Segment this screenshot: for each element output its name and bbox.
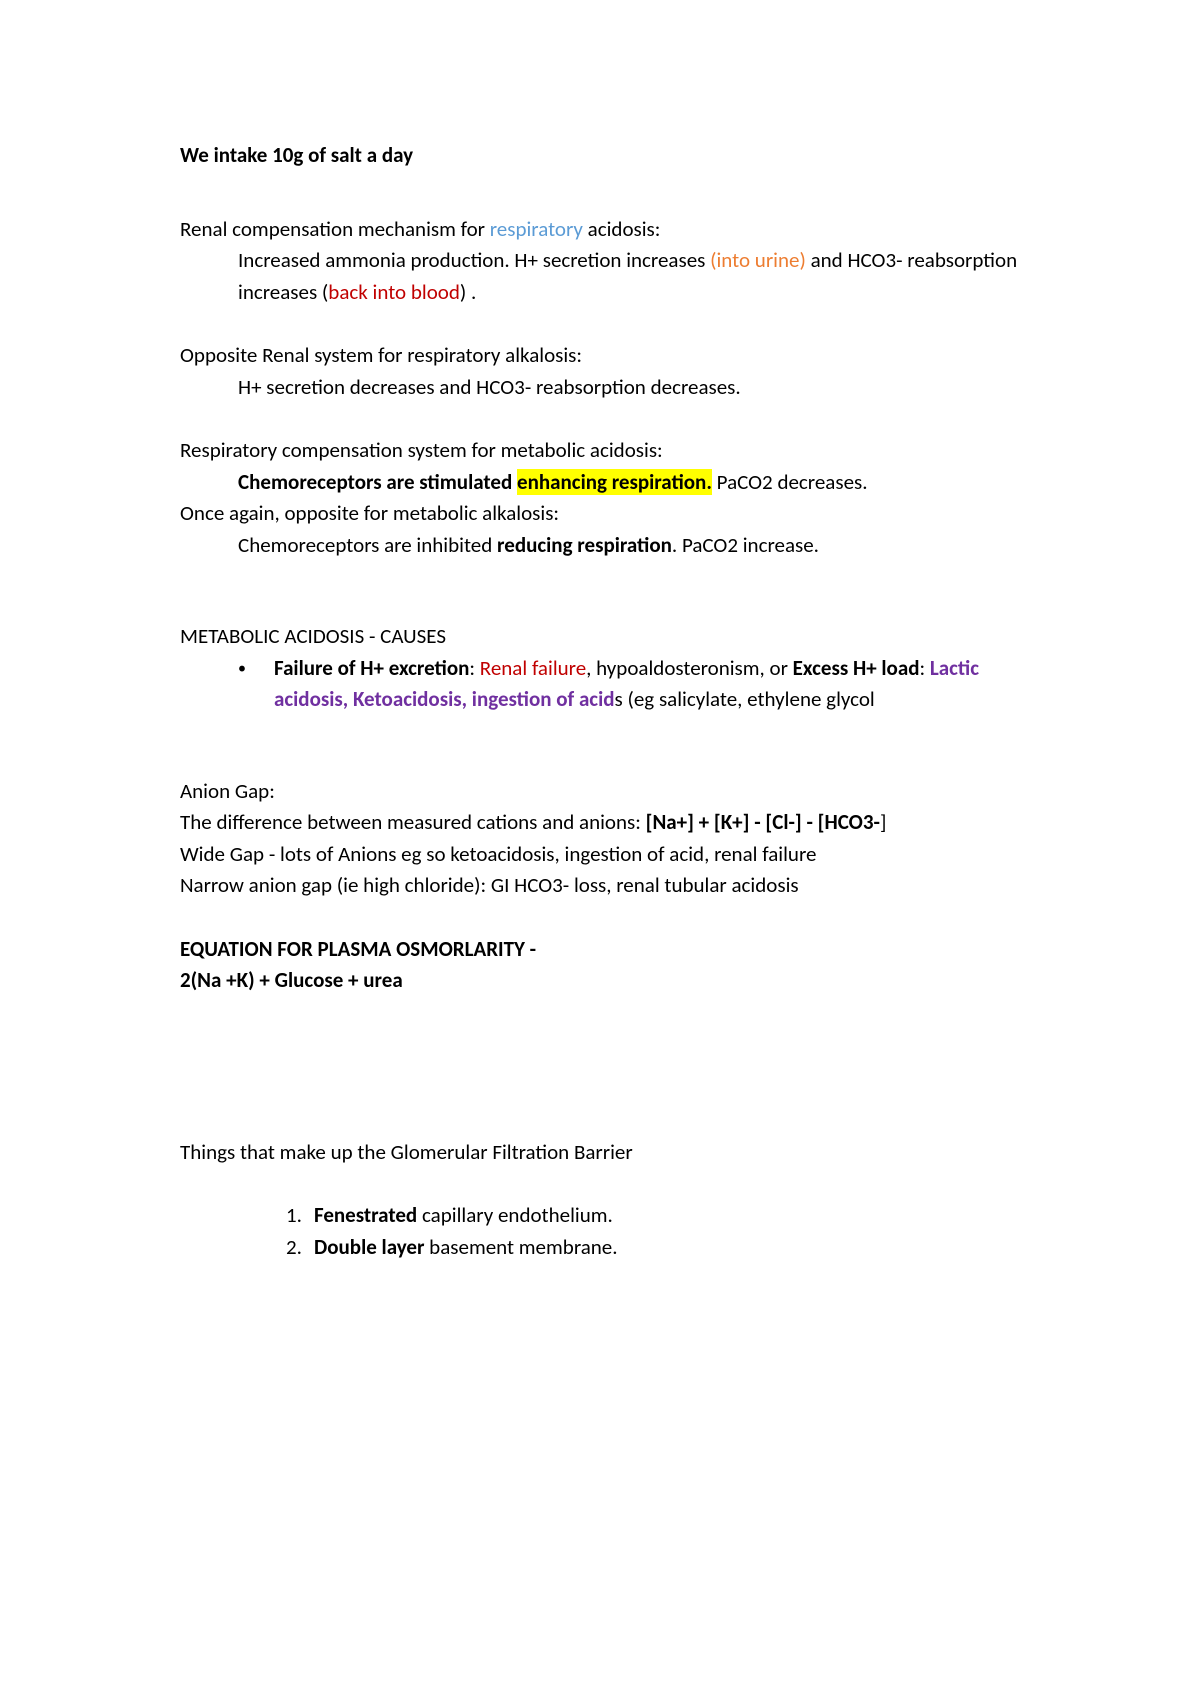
paragraph-indent: Increased ammonia production. H+ secreti… — [180, 245, 1020, 308]
paragraph: Things that make up the Glomerular Filtr… — [180, 1137, 1020, 1169]
paragraph-indent: Chemoreceptors are stimulated enhancing … — [180, 467, 1020, 499]
spacer — [180, 997, 1020, 1137]
text: Increased ammonia production. H+ secreti… — [238, 247, 710, 273]
text: 1. — [286, 1202, 302, 1228]
text: 2(Na +K) + Glucose + urea — [180, 967, 403, 993]
text: s (eg salicylate, ethylene glycol — [615, 686, 875, 712]
text: , hypoaldosteronism, or — [586, 655, 793, 681]
spacer — [180, 902, 1020, 934]
spacer — [180, 403, 1020, 435]
text: PaCO2 decreases. — [712, 469, 868, 495]
heading-bold: EQUATION FOR PLASMA OSMORLARITY - — [180, 934, 1020, 966]
text-bold: Double layer — [314, 1234, 424, 1260]
text-highlight: enhancing respiration. — [517, 469, 712, 495]
document-body: We intake 10g of salt a day Renal compen… — [180, 140, 1020, 1263]
text: Chemoreceptors are inhibited — [238, 532, 497, 558]
number-body: Fenestrated capillary endothelium. — [314, 1200, 1020, 1232]
numbered-item: 1. Fenestrated capillary endothelium. — [180, 1200, 1020, 1232]
text: : — [469, 655, 479, 681]
text: Narrow anion gap (ie high chloride): GI … — [180, 872, 799, 898]
text-red: back into blood — [328, 279, 460, 305]
text: EQUATION FOR PLASMA OSMORLARITY - — [180, 936, 536, 962]
text: METABOLIC ACIDOSIS - CAUSES — [180, 623, 446, 649]
text: The difference between measured cations … — [180, 809, 646, 835]
spacer — [180, 308, 1020, 340]
paragraph: Opposite Renal system for respiratory al… — [180, 340, 1020, 372]
paragraph: Once again, opposite for metabolic alkal… — [180, 498, 1020, 530]
text: basement membrane. — [424, 1234, 617, 1260]
text-bold: reducing respiration — [497, 532, 672, 558]
text: 2. — [286, 1234, 302, 1260]
text-bold: Chemoreceptors are stimulated — [238, 469, 517, 495]
paragraph: Anion Gap: — [180, 776, 1020, 808]
numbered-item: 2. Double layer basement membrane. — [180, 1232, 1020, 1264]
text-orange: (into urine) — [710, 247, 806, 273]
text: H+ secretion decreases and HCO3- reabsor… — [238, 374, 741, 400]
number-body: Double layer basement membrane. — [314, 1232, 1020, 1264]
text: Once again, opposite for metabolic alkal… — [180, 500, 559, 526]
paragraph-indent: H+ secretion decreases and HCO3- reabsor… — [180, 372, 1020, 404]
bullet-item: • Failure of H+ excretion: Renal failure… — [180, 653, 1020, 716]
text: . PaCO2 increase. — [672, 532, 819, 558]
text: ] — [880, 809, 886, 835]
spacer — [180, 561, 1020, 621]
text: Anion Gap: — [180, 778, 275, 804]
paragraph: Respiratory compensation system for meta… — [180, 435, 1020, 467]
paragraph: Narrow anion gap (ie high chloride): GI … — [180, 870, 1020, 902]
heading: METABOLIC ACIDOSIS - CAUSES — [180, 621, 1020, 653]
bullet-body: Failure of H+ excretion: Renal failure, … — [274, 653, 1020, 716]
text: Wide Gap - lots of Anions eg so ketoacid… — [180, 841, 816, 867]
text: Respiratory compensation system for meta… — [180, 437, 663, 463]
number-mark: 2. — [286, 1232, 314, 1264]
text: capillary endothelium. — [417, 1202, 613, 1228]
text: Opposite Renal system for respiratory al… — [180, 342, 582, 368]
text-bold: Excess H+ load — [793, 655, 920, 681]
text-red: Renal failure — [480, 655, 586, 681]
bullet-icon: • — [238, 653, 274, 716]
text: Things that make up the Glomerular Filtr… — [180, 1139, 633, 1165]
spacer — [180, 716, 1020, 776]
text-bold: Fenestrated — [314, 1202, 417, 1228]
text: : — [919, 655, 929, 681]
spacer — [180, 1168, 1020, 1200]
paragraph-bold: 2(Na +K) + Glucose + urea — [180, 965, 1020, 997]
text: ) . — [460, 279, 476, 305]
paragraph: Renal compensation mechanism for respira… — [180, 214, 1020, 246]
text: Renal compensation mechanism for — [180, 216, 490, 242]
text: acidosis: — [583, 216, 660, 242]
text-bold: Failure of H+ excretion — [274, 655, 469, 681]
paragraph: The difference between measured cations … — [180, 807, 1020, 839]
page-title: We intake 10g of salt a day — [180, 140, 1020, 172]
number-mark: 1. — [286, 1200, 314, 1232]
paragraph: Wide Gap - lots of Anions eg so ketoacid… — [180, 839, 1020, 871]
text-blue: respiratory — [490, 216, 583, 242]
paragraph-indent: Chemoreceptors are inhibited reducing re… — [180, 530, 1020, 562]
text-bold: [Na+] + [K+] - [Cl-] - [HCO3- — [646, 809, 880, 835]
